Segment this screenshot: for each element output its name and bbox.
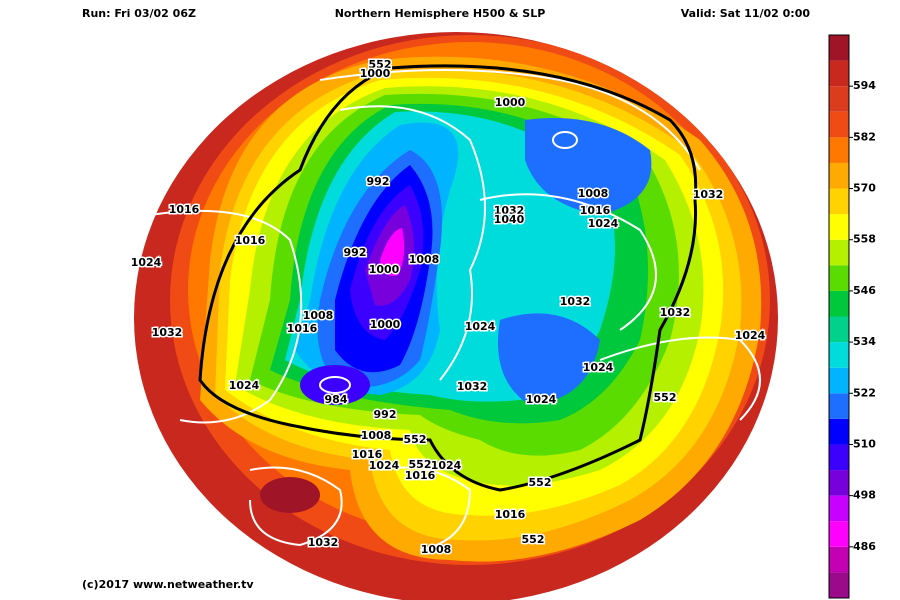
isobars [149, 69, 761, 551]
colorbar-band [829, 572, 849, 598]
colorbar-band [829, 444, 849, 471]
colorbar-tick-label: 594 [853, 79, 876, 92]
contour-label: 1016 [352, 448, 383, 461]
contour-label: 984 [325, 393, 348, 406]
contour-label: 1024 [526, 393, 557, 406]
contour-label: 1000 [370, 318, 401, 331]
contour-label: 1032 [152, 326, 183, 339]
colorbar-tick-label: 534 [853, 335, 876, 348]
colorbar-band [829, 470, 849, 496]
colorbar-band [829, 86, 849, 112]
contour-label: 1000 [360, 67, 391, 80]
colorbar-tick-label: 558 [853, 233, 876, 246]
contour-label: 1008 [409, 253, 440, 266]
colorbar-band [829, 316, 849, 343]
contour-label: 552 [409, 458, 432, 471]
contour-label: 1032 [560, 295, 591, 308]
colorbar-tick-label: 498 [853, 489, 876, 502]
colorbar-tick-label: 546 [853, 284, 876, 297]
contour-label: 1024 [369, 459, 400, 472]
colorbar-frame [828, 34, 850, 599]
colorbar-band [829, 418, 849, 445]
colorbar-tick-label: 582 [853, 130, 876, 143]
contour-552 [198, 64, 698, 492]
colorbar-band [829, 35, 849, 61]
contour-label: 1008 [578, 187, 609, 200]
colorbar-band [829, 367, 849, 394]
contour-label: 1024 [735, 329, 766, 342]
valid-label: Valid: Sat 11/02 0:00 [681, 7, 811, 20]
colorbar-band [829, 239, 849, 266]
contour-label: 1016 [169, 203, 200, 216]
colorbar-tick-label: 486 [853, 540, 876, 553]
contour-label: 1008 [303, 309, 334, 322]
contour-label: 1016 [580, 204, 611, 217]
contour-label: 992 [344, 246, 367, 259]
colorbar-band [829, 214, 849, 240]
contour-label: 1000 [369, 263, 400, 276]
contour-label: 552 [369, 58, 392, 71]
contour-label: 1024 [131, 256, 162, 269]
contour-label: 552 [654, 391, 677, 404]
contour-label: 1032 [660, 306, 691, 319]
colorbar-band [829, 342, 849, 368]
contour-label: 1032 [693, 188, 724, 201]
colorbar-band [829, 265, 849, 291]
colorbar-tick-label: 510 [853, 437, 876, 450]
colorbar-band [829, 521, 849, 547]
colorbar-tick-label: 522 [853, 386, 876, 399]
map-title: Northern Hemisphere H500 & SLP [335, 7, 546, 20]
colorbar-band [829, 290, 849, 317]
run-label: Run: Fri 03/02 06Z [82, 7, 196, 20]
contour-label: 1024 [465, 320, 496, 333]
credit: (c)2017 www.netweather.tv [82, 578, 254, 591]
colorbar-band [829, 111, 849, 138]
contour-label: 552 [529, 476, 552, 489]
contour-label: 1032 [494, 204, 525, 217]
colorbar: 486 498 510 522 534 546 558 570 582 594 [828, 34, 876, 599]
colorbar-band [829, 188, 849, 215]
contour-label: 1000 [495, 96, 526, 109]
contour-label: 1024 [588, 217, 619, 230]
colorbar-band [829, 137, 849, 163]
colorbar-tick-label: 570 [853, 182, 876, 195]
contour-label: 1008 [361, 429, 392, 442]
contour-label: 992 [374, 408, 397, 421]
contour-label: 552 [522, 533, 545, 546]
colorbar-band [829, 495, 849, 522]
contour-label: 1024 [583, 361, 614, 374]
contour-label: 1040 [494, 213, 525, 226]
contour-label: 1016 [235, 234, 266, 247]
contour-label: 992 [367, 175, 390, 188]
map-disc [134, 32, 778, 600]
contour-label: 1032 [457, 380, 488, 393]
colorbar-band [829, 546, 849, 573]
contour-label: 1016 [495, 508, 526, 521]
contour-label: 1016 [405, 469, 436, 482]
contour-label: 552 [404, 433, 427, 446]
contour-label: 1024 [431, 459, 462, 472]
contour-label: 1024 [229, 379, 260, 392]
contour-label: 1008 [421, 543, 452, 556]
colorbar-band [829, 60, 849, 87]
colorbar-band [829, 162, 849, 189]
colorbar-band [829, 393, 849, 419]
contour-label: 1032 [308, 536, 339, 549]
contour-label: 1016 [287, 322, 318, 335]
contour-labels: 5521000100099210161016102499210001008103… [129, 57, 767, 558]
